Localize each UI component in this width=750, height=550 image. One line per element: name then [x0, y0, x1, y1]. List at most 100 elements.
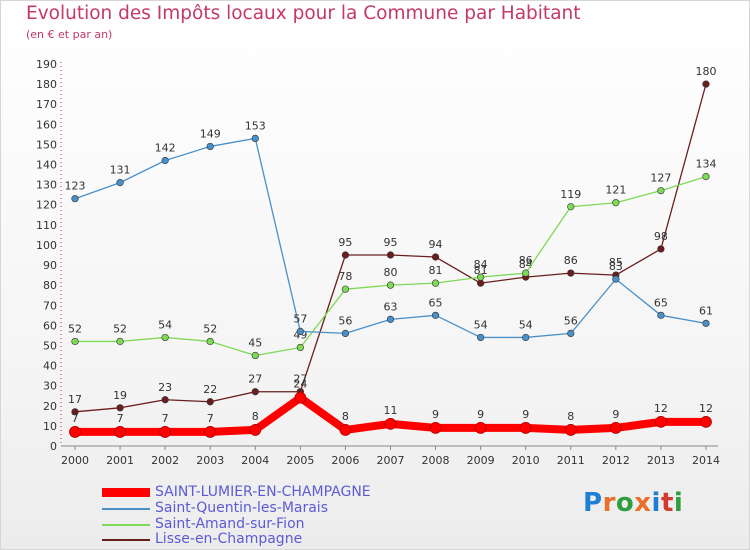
x-tick-label: 2014 — [692, 454, 720, 467]
y-tick-label: 0 — [50, 440, 57, 453]
data-point-saint-amand-sur-fion — [116, 337, 124, 346]
y-tick-label: 70 — [43, 299, 57, 312]
data-point-saint-amand-sur-fion — [161, 333, 169, 342]
data-label-saint-amand-sur-fion: 54 — [158, 318, 172, 331]
data-label-saint-amand-sur-fion: 81 — [429, 264, 443, 277]
data-label-saint-quentin-les-marais: 57 — [293, 312, 307, 325]
data-label-saint-lumier-en-champagne: 11 — [383, 404, 397, 417]
data-point-saint-quentin-les-marais — [71, 195, 79, 203]
data-point-saint-quentin-les-marais — [251, 134, 259, 142]
data-label-saint-quentin-les-marais: 83 — [609, 260, 623, 273]
x-tick-label: 2002 — [151, 454, 179, 467]
data-point-saint-amand-sur-fion — [657, 187, 665, 195]
data-label-saint-amand-sur-fion: 127 — [650, 172, 671, 185]
data-label-lisse-en-champagne: 85 — [609, 256, 623, 269]
data-point-saint-amand-sur-fion — [702, 172, 710, 181]
data-label-saint-quentin-les-marais: 65 — [654, 296, 668, 309]
data-point-saint-quentin-les-marais — [567, 329, 575, 338]
data-label-saint-lumier-en-champagne: 9 — [522, 408, 529, 421]
data-label-lisse-en-champagne: 180 — [695, 65, 716, 78]
data-point-lisse-en-champagne — [702, 80, 710, 88]
data-label-saint-quentin-les-marais: 65 — [429, 296, 443, 309]
data-point-saint-lumier-en-champagne — [655, 415, 667, 428]
data-label-saint-lumier-en-champagne: 8 — [567, 410, 574, 423]
y-tick-label: 140 — [36, 159, 57, 172]
data-point-saint-amand-sur-fion — [612, 199, 620, 207]
data-label-saint-amand-sur-fion: 52 — [203, 322, 217, 335]
x-tick-label: 2000 — [61, 454, 89, 467]
data-label-saint-lumier-en-champagne: 7 — [117, 412, 124, 425]
y-tick-label: 30 — [43, 380, 57, 393]
data-label-saint-lumier-en-champagne: 8 — [252, 410, 259, 423]
y-tick-label: 150 — [36, 138, 57, 151]
legend-swatch — [102, 539, 150, 541]
data-point-lisse-en-champagne — [657, 245, 665, 253]
data-label-saint-amand-sur-fion: 84 — [474, 258, 488, 271]
data-label-saint-lumier-en-champagne: 7 — [162, 412, 169, 425]
data-point-saint-amand-sur-fion — [206, 337, 214, 346]
data-point-saint-amand-sur-fion — [522, 269, 530, 277]
data-label-saint-quentin-les-marais: 142 — [155, 142, 176, 155]
data-label-lisse-en-champagne: 17 — [68, 393, 82, 406]
data-point-lisse-en-champagne — [71, 408, 79, 416]
legend-label: Saint-Quentin-les-Marais — [155, 500, 328, 516]
data-point-saint-amand-sur-fion — [71, 337, 79, 346]
data-label-saint-lumier-en-champagne: 9 — [477, 408, 484, 421]
data-label-saint-quentin-les-marais: 131 — [110, 164, 131, 177]
y-tick-label: 130 — [36, 179, 57, 192]
x-tick-label: 2009 — [467, 454, 495, 467]
data-label-saint-amand-sur-fion: 80 — [383, 266, 397, 279]
y-tick-label: 90 — [43, 259, 57, 272]
data-label-saint-quentin-les-marais: 123 — [65, 180, 86, 193]
data-point-saint-quentin-les-marais — [161, 156, 169, 165]
data-label-saint-lumier-en-champagne: 7 — [72, 412, 79, 425]
data-point-saint-amand-sur-fion — [431, 279, 440, 287]
y-tick-label: 40 — [43, 360, 57, 373]
x-tick-label: 2005 — [286, 454, 314, 467]
data-label-lisse-en-champagne: 81 — [474, 264, 488, 277]
y-tick-label: 120 — [36, 199, 57, 212]
data-point-saint-lumier-en-champagne — [474, 422, 487, 434]
data-label-saint-amand-sur-fion: 45 — [248, 337, 262, 350]
data-label-saint-quentin-les-marais: 54 — [519, 318, 533, 331]
data-point-saint-amand-sur-fion — [567, 203, 575, 211]
x-tick-label: 2006 — [331, 454, 359, 467]
chart-title: Evolution des Impôts locaux pour la Comm… — [26, 3, 581, 24]
data-label-saint-quentin-les-marais: 149 — [200, 127, 221, 140]
y-tick-label: 50 — [43, 339, 57, 352]
data-label-lisse-en-champagne: 22 — [203, 383, 217, 396]
data-label-saint-amand-sur-fion: 86 — [519, 254, 533, 267]
y-tick-label: 10 — [43, 420, 57, 433]
legend-swatch — [102, 524, 150, 526]
data-point-lisse-en-champagne — [477, 279, 485, 287]
data-label-saint-amand-sur-fion: 78 — [338, 270, 352, 283]
x-tick-label: 2001 — [106, 454, 134, 467]
x-tick-label: 2007 — [376, 454, 404, 467]
data-point-saint-lumier-en-champagne — [700, 415, 712, 428]
data-label-lisse-en-champagne: 86 — [564, 254, 578, 267]
data-point-lisse-en-champagne — [431, 253, 440, 261]
y-tick-label: 170 — [36, 98, 57, 111]
data-point-saint-quentin-les-marais — [702, 319, 710, 327]
data-point-lisse-en-champagne — [567, 269, 575, 277]
data-label-saint-amand-sur-fion: 119 — [560, 188, 581, 201]
data-point-saint-quentin-les-marais — [341, 329, 350, 338]
data-label-saint-quentin-les-marais: 153 — [245, 119, 266, 132]
chart-subtitle: (en € et par an) — [26, 28, 113, 41]
data-point-saint-amand-sur-fion — [477, 273, 485, 281]
y-tick-label: 20 — [43, 400, 57, 413]
data-point-saint-lumier-en-champagne — [384, 417, 397, 430]
data-point-lisse-en-champagne — [386, 251, 395, 259]
data-label-saint-amand-sur-fion: 52 — [113, 322, 127, 335]
data-label-lisse-en-champagne: 27 — [293, 373, 307, 386]
data-point-lisse-en-champagne — [161, 396, 169, 404]
y-tick-label: 160 — [36, 118, 57, 131]
data-point-saint-lumier-en-champagne — [204, 426, 217, 438]
data-label-lisse-en-champagne: 95 — [383, 236, 397, 249]
proxiti-logo: Proxiti — [583, 488, 684, 518]
data-label-saint-lumier-en-champagne: 9 — [432, 408, 439, 421]
data-point-saint-amand-sur-fion — [251, 351, 259, 360]
y-tick-label: 80 — [43, 279, 57, 292]
x-tick-label: 2003 — [196, 454, 224, 467]
